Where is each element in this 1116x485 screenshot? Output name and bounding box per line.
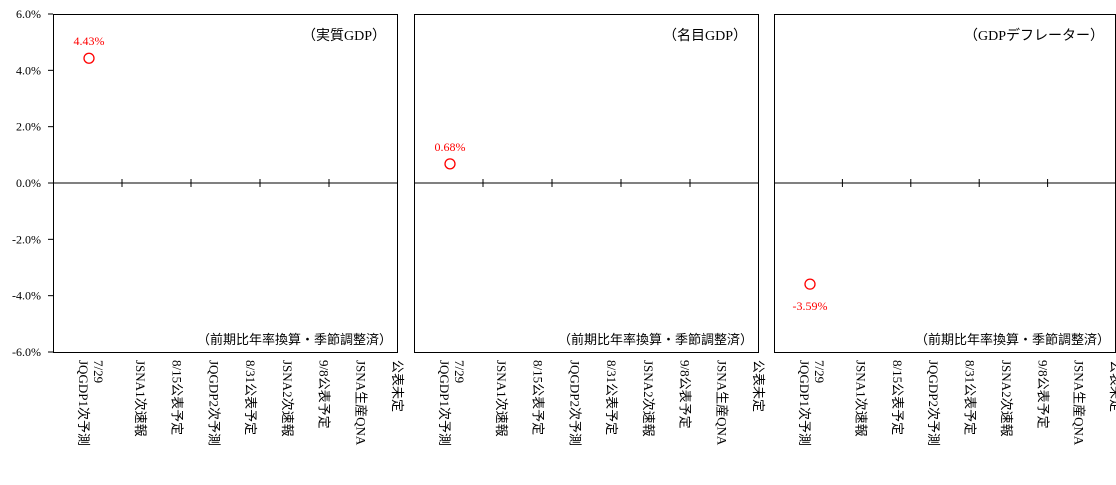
x-tick-label: JSNA2次速報 [641,360,656,437]
x-tick-label: 公表未定 [390,360,405,412]
y-tick-label: -6.0% [12,345,41,359]
panel-note: （前期比年率換算・季節調整済） [915,332,1110,347]
x-tick-label: 8/15公表予定 [531,360,546,435]
panel-2: （名目GDP） （前期比年率換算・季節調整済） 0.68% 7/29JQGDP1次予測… [414,14,766,446]
x-tick-label: JQGDP1次予測 [437,360,452,446]
x-tick-label: JQGDP1次予測 [797,360,812,446]
y-tick-label: -2.0% [12,232,41,246]
x-tick-label: 9/8公表予定 [678,360,693,429]
panel-title: （GDPデフレーター） [964,27,1104,44]
x-tick-label: 8/31公表予定 [604,360,619,435]
x-tick-label: 7/29 [812,360,827,383]
y-tick-label: 2.0% [16,120,41,134]
x-tick-label: 8/31公表予定 [243,360,258,435]
x-tick-label: JSNA2次速報 [999,360,1014,437]
y-tick-label: 0.0% [16,176,41,190]
y-tick-label: 4.0% [16,63,41,77]
x-tick-label: JSNA1次速報 [853,360,868,437]
x-tick-label: JSNA生産QNA [714,360,729,446]
data-label: -3.59% [793,299,828,313]
x-tick-label: 公表未定 [1108,360,1116,412]
panel-title: （実質GDP） [302,28,386,44]
x-tick-label: JQGDP2次予測 [206,360,221,446]
x-tick-label: JQGDP2次予測 [567,360,582,446]
x-tick-label: 9/8公表予定 [1035,360,1050,429]
x-tick-label: 公表未定 [751,360,766,412]
data-label: 4.43% [74,34,105,48]
panel-3: （GDPデフレーター）（前期比年率換算・季節調整済）-3.59%7/29JQGD… [774,14,1116,446]
data-point [444,158,456,170]
x-tick-label: 9/8公表予定 [317,360,332,429]
panel-1: （実質GDP） （前期比年率換算・季節調整済） 4.43% 7/29JQGDP1次予測… [53,14,405,446]
x-tick-label: JSNA2次速報 [280,360,295,437]
panel-title: （名目GDP） [663,28,747,44]
x-tick-label: JSNA1次速報 [133,360,148,437]
panel-note: （前期比年率換算・季節調整済） [558,332,753,347]
data-point [804,278,816,290]
data-label: 0.68% [435,140,466,154]
x-tick-label: 7/29 [452,360,467,383]
x-tick-label: 8/15公表予定 [170,360,185,435]
x-tick-label: JSNA生産QNA [353,360,368,446]
x-tick-label: 7/29 [91,360,106,383]
x-tick-label: JQGDP1次予測 [76,360,91,446]
y-tick-label: 6.0% [16,7,41,21]
x-tick-label: 8/15公表予定 [890,360,905,435]
panel-note: （前期比年率換算・季節調整済） [197,332,392,347]
x-tick-label: 8/31公表予定 [963,360,978,435]
data-point [83,52,95,64]
x-tick-label: JSNA生産QNA [1072,360,1087,446]
x-tick-label: JSNA1次速報 [494,360,509,437]
y-tick-label: -4.0% [12,289,41,303]
x-tick-label: JQGDP2次予測 [926,360,941,446]
